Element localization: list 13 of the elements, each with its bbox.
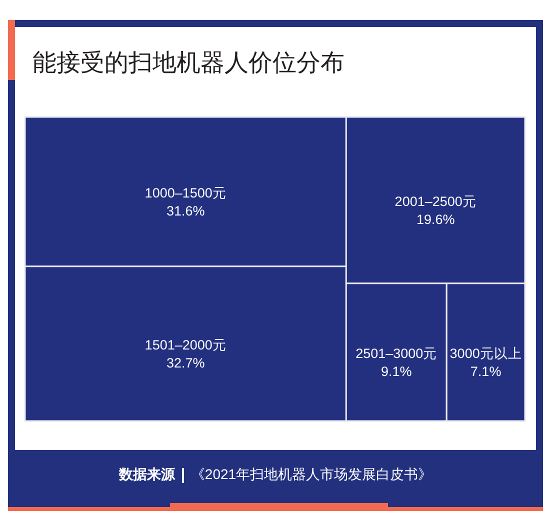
text: 能接受的扫地机器人价位分布 — [32, 49, 344, 76]
text: 《2021年扫地机器人市场发展白皮书》 — [190, 466, 432, 484]
data-label: 7.1% — [470, 364, 502, 380]
data-label: 31.6% — [166, 204, 205, 219]
text: 数据来源 — [118, 466, 175, 484]
data-label: 32.7% — [166, 356, 205, 371]
category-label: 3000元以上 — [450, 346, 522, 362]
category-label: 2501–3000元 — [356, 346, 438, 362]
category-label: 1000–1500元 — [144, 186, 226, 201]
data-label: 19.6% — [416, 212, 455, 228]
data-label: 9.1% — [381, 364, 412, 380]
category-label: 2001–2500元 — [394, 194, 476, 210]
category-label: 1501–2000元 — [144, 338, 226, 353]
